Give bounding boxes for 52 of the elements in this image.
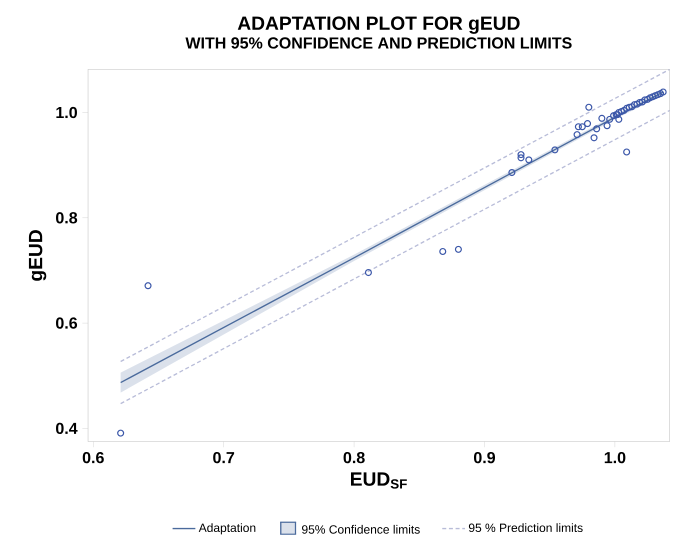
point [117,430,124,437]
chart-subtitle: WITH 95% CONFIDENCE AND PREDICTION LIMITS [185,37,572,49]
x-tick-label: 0.6 [82,452,104,464]
point [551,146,558,154]
text: 95% Confidence limits [302,524,420,534]
point [610,112,618,120]
point [508,169,516,176]
point [598,114,606,122]
point [525,156,532,164]
point [641,96,648,104]
point [574,131,581,138]
point [636,99,644,106]
point [606,116,614,123]
point [638,98,646,106]
point [660,88,667,96]
point [626,104,633,111]
legend-label: 95 % Prediction limits [468,523,583,532]
point [517,151,525,158]
y-axis-title: gEUD [28,230,46,281]
x-axis-title: EUD$_{SF}$ [351,472,407,489]
point [615,116,622,123]
y-tick-label: 0.4 [56,422,78,434]
point [578,123,586,130]
point [364,269,372,276]
y-tick-label: 0.8 [56,212,78,224]
point [652,92,659,100]
chart-title: ADAPTATION PLOT FOR gEUD [238,16,520,34]
point [623,104,630,112]
point [604,122,611,130]
point [574,123,582,130]
point [593,125,600,132]
x-tick-label: 1.0 [604,452,626,464]
point [144,282,152,290]
x-tick-label: 0.8 [344,452,365,464]
point [439,248,446,256]
point [644,96,652,103]
point [517,154,525,162]
point [620,106,628,114]
point [454,246,462,253]
point [590,134,598,142]
x-tick-label: 0.7 [213,452,234,464]
point [634,100,641,108]
point [584,120,592,128]
x-tick-label: 0.9 [474,452,496,464]
y-tick-label: 0.6 [56,317,78,329]
point [585,104,592,111]
point [630,101,638,108]
point [657,90,664,98]
legend-label: Adaptation [198,523,256,534]
point [628,103,636,110]
point [623,148,630,156]
y-tick-label: 1.0 [56,106,77,118]
